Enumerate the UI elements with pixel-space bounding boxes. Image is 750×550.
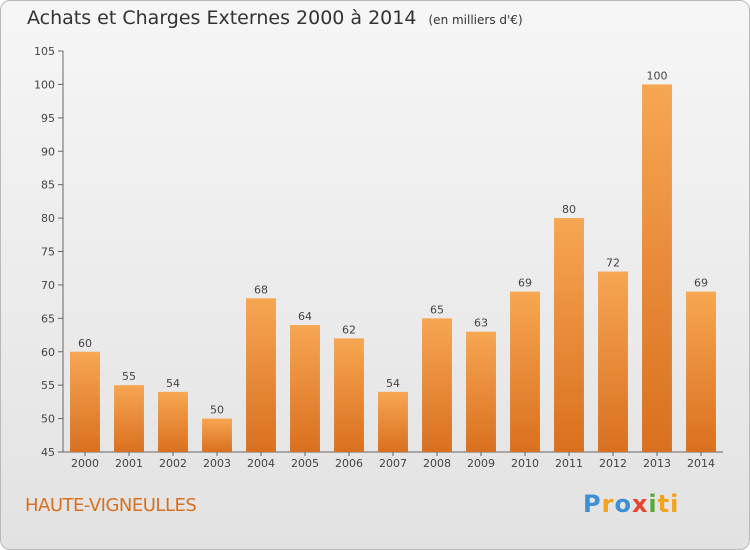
y-tick-label: 55	[41, 379, 55, 392]
data-label: 65	[430, 303, 444, 316]
bar	[114, 385, 144, 452]
x-tick-label: 2010	[511, 457, 539, 470]
logo-letter: o	[614, 490, 632, 518]
x-tick-label: 2014	[687, 457, 715, 470]
bar	[202, 418, 232, 452]
y-tick-label: 90	[41, 145, 55, 158]
logo-letter: r	[601, 490, 615, 518]
data-label: 72	[606, 257, 620, 270]
chart-subtitle: (en milliers d'€)	[428, 13, 523, 27]
x-tick-label: 2006	[335, 457, 363, 470]
x-tick-label: 2008	[423, 457, 451, 470]
data-label: 64	[298, 310, 312, 323]
y-tick-label: 105	[34, 45, 55, 58]
x-tick-label: 2013	[643, 457, 671, 470]
y-tick-label: 60	[41, 346, 55, 359]
logo-letter: P	[583, 490, 602, 518]
bar	[290, 325, 320, 452]
x-tick-label: 2005	[291, 457, 319, 470]
data-label: 50	[210, 404, 224, 417]
bar	[510, 291, 540, 452]
bar	[158, 391, 188, 452]
data-label: 100	[647, 69, 668, 82]
y-tick-label: 50	[41, 413, 55, 426]
data-label: 54	[386, 377, 400, 390]
y-tick-label: 85	[41, 179, 55, 192]
data-label: 55	[122, 370, 136, 383]
x-tick-label: 2012	[599, 457, 627, 470]
data-label: 80	[562, 203, 576, 216]
data-label: 63	[474, 317, 488, 330]
x-tick-label: 2000	[71, 457, 99, 470]
bar	[642, 84, 672, 453]
chart-title-text: Achats et Charges Externes 2000 à 2014	[27, 7, 417, 29]
x-tick-label: 2004	[247, 457, 275, 470]
logo-letter: ti	[657, 490, 680, 518]
bar	[598, 271, 628, 452]
logo-letter: x	[631, 490, 649, 518]
data-label: 68	[254, 283, 268, 296]
y-tick-label: 95	[41, 112, 55, 125]
x-tick-label: 2001	[115, 457, 143, 470]
x-tick-label: 2002	[159, 457, 187, 470]
data-label: 69	[518, 277, 532, 290]
data-label: 60	[78, 337, 92, 350]
y-tick-label: 45	[41, 446, 55, 459]
y-tick-label: 75	[41, 246, 55, 259]
bar	[334, 338, 364, 452]
data-label: 54	[166, 377, 180, 390]
x-tick-label: 2007	[379, 457, 407, 470]
y-tick-label: 100	[34, 78, 55, 91]
bar	[246, 298, 276, 452]
data-label: 62	[342, 323, 356, 336]
data-label: 69	[694, 277, 708, 290]
y-tick-label: 65	[41, 312, 55, 325]
logo-letter: i	[648, 490, 658, 518]
commune-name: HAUTE-VIGNEULLES	[25, 495, 197, 516]
x-tick-label: 2003	[203, 457, 231, 470]
bar	[70, 351, 100, 452]
x-tick-label: 2009	[467, 457, 495, 470]
y-tick-label: 80	[41, 212, 55, 225]
chart-title: Achats et Charges Externes 2000 à 2014 (…	[27, 7, 523, 29]
y-tick-label: 70	[41, 279, 55, 292]
bar	[554, 218, 584, 452]
x-tick-label: 2011	[555, 457, 583, 470]
bar	[378, 391, 408, 452]
bar	[466, 331, 496, 452]
bar	[422, 318, 452, 452]
proxiti-logo: Proxiti	[583, 490, 679, 518]
bar	[686, 291, 716, 452]
